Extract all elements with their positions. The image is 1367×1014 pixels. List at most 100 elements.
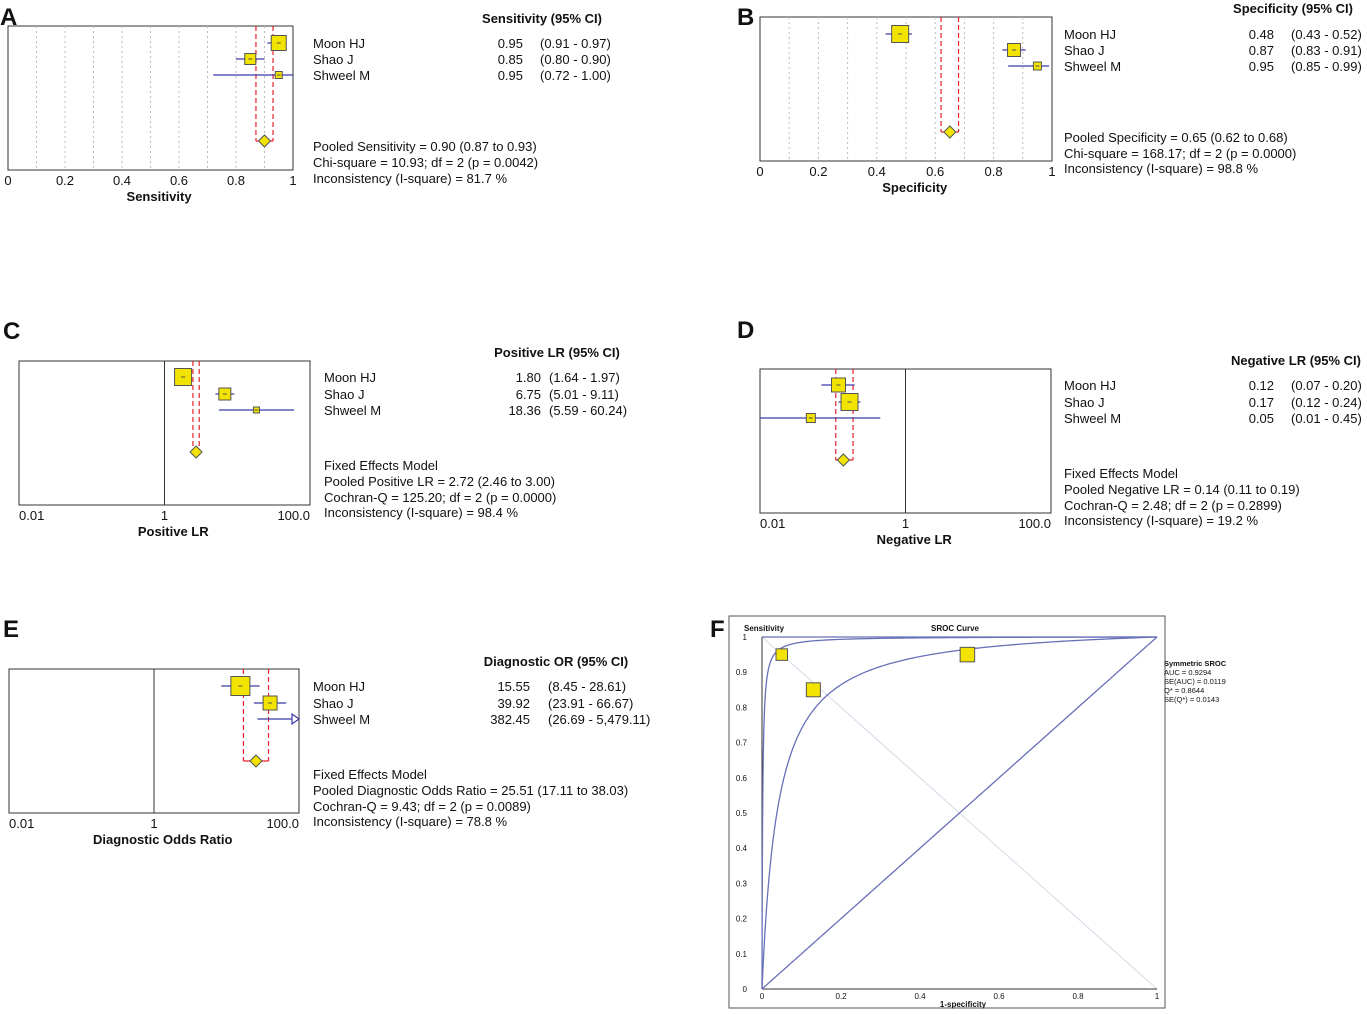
- x-tick-label: 1: [1155, 992, 1160, 1001]
- summary-line: Fixed Effects Model: [1064, 466, 1178, 481]
- study-ci: (0.91 - 0.97): [540, 36, 611, 51]
- study-name: Moon HJ: [324, 370, 376, 385]
- sroc-title: SROC Curve: [931, 624, 980, 633]
- summary-line: Cochran-Q = 2.48; df = 2 (p = 0.2899): [1064, 498, 1282, 513]
- x-tick-label: 1: [902, 516, 909, 531]
- column-header: Sensitivity (95% CI): [482, 11, 602, 26]
- x-tick-label: 1: [161, 508, 168, 523]
- x-tick-label: 0.01: [9, 816, 34, 831]
- study-estimate: 0.48: [1249, 27, 1274, 42]
- sroc-legend-line: Q* = 0.8644: [1164, 686, 1204, 695]
- study-estimate: 15.55: [497, 679, 530, 694]
- x-tick-label: 0.4: [113, 173, 131, 188]
- study-name: Shweel M: [324, 403, 381, 418]
- x-tick-label: 0.2: [809, 164, 827, 179]
- sroc-frame: [728, 615, 1166, 1009]
- x-tick-label: 0.6: [926, 164, 944, 179]
- y-tick-label: 0.2: [736, 915, 748, 924]
- x-tick-label: 0.8: [1072, 992, 1084, 1001]
- forest-plot-a: Moon HJ 0.95 (0.91 - 0.97) Shao J 0.85 (0.80 …: [4, 11, 610, 204]
- pooled-diamond: [189, 445, 203, 459]
- summary-line: Fixed Effects Model: [313, 767, 427, 782]
- x-tick-label: 0.2: [56, 173, 74, 188]
- study-ci: (0.85 - 0.99): [1291, 59, 1362, 74]
- study-ci: (23.91 - 66.67): [548, 696, 633, 711]
- x-tick-label: 0.4: [868, 164, 886, 179]
- column-header: Diagnostic OR (95% CI): [484, 654, 628, 669]
- pooled-diamond: [836, 453, 851, 467]
- study-estimate: 1.80: [516, 370, 541, 385]
- x-tick-label: 0: [4, 173, 11, 188]
- panel-letter-f: F: [710, 616, 725, 643]
- study-name: Moon HJ: [1064, 378, 1116, 393]
- study-name: Shao J: [324, 387, 364, 402]
- study-ci: (0.07 - 0.20): [1291, 378, 1362, 393]
- x-tick-label: 100.0: [266, 816, 299, 831]
- y-tick-label: 0.3: [736, 879, 748, 888]
- summary-line: Pooled Positive LR = 2.72 (2.46 to 3.00): [324, 474, 555, 489]
- study-name: Shweel M: [313, 712, 370, 727]
- study-ci: (5.59 - 60.24): [549, 403, 627, 418]
- summary-line: Inconsistency (I-square) = 81.7 %: [313, 171, 507, 186]
- study-estimate: 382.45: [490, 712, 530, 727]
- summary-line: Inconsistency (I-square) = 19.2 %: [1064, 513, 1258, 528]
- x-tick-label: 0.01: [19, 508, 44, 523]
- study-estimate: 0.87: [1249, 43, 1274, 58]
- summary-line: Pooled Negative LR = 0.14 (0.11 to 0.19): [1064, 482, 1300, 497]
- study-ci: (8.45 - 28.61): [548, 679, 626, 694]
- panel-letter-d: D: [737, 317, 754, 344]
- column-header: Negative LR (95% CI): [1231, 353, 1361, 368]
- forest-plot-d: Moon HJ 0.12 (0.07 - 0.20) Shao J 0.17 (0.12 …: [759, 353, 1362, 547]
- study-name: Shao J: [1064, 43, 1104, 58]
- study-name: Shweel M: [313, 68, 370, 83]
- study-name: Shao J: [313, 52, 353, 67]
- summary-line: Pooled Specificity = 0.65 (0.62 to 0.68): [1064, 130, 1288, 145]
- x-axis-label: 1-specificity: [940, 1000, 987, 1009]
- y-axis-label: Sensitivity: [744, 624, 785, 633]
- x-tick-label: 0.6: [170, 173, 188, 188]
- y-tick-label: 0.6: [736, 774, 748, 783]
- y-tick-label: 0: [743, 985, 748, 994]
- summary-line: Chi-square = 10.93; df = 2 (p = 0.0042): [313, 155, 538, 170]
- study-estimate: 0.95: [1249, 59, 1274, 74]
- summary-line: Inconsistency (I-square) = 78.8 %: [313, 814, 507, 829]
- column-header: Positive LR (95% CI): [494, 345, 620, 360]
- x-axis-label: Positive LR: [138, 524, 209, 539]
- panel-letter-e: E: [3, 616, 19, 643]
- y-tick-label: 0.7: [736, 739, 748, 748]
- study-ci: (1.64 - 1.97): [549, 370, 620, 385]
- x-axis-label: Diagnostic Odds Ratio: [93, 832, 232, 847]
- summary-line: Pooled Diagnostic Odds Ratio = 25.51 (17…: [313, 783, 628, 798]
- panel-letter-a: A: [0, 4, 17, 31]
- study-estimate: 6.75: [516, 387, 541, 402]
- study-estimate: 0.85: [498, 52, 523, 67]
- sroc-legend-line: SE(AUC) = 0.0119: [1164, 677, 1226, 686]
- y-tick-label: 0.1: [736, 950, 748, 959]
- ci-arrow-right: [291, 712, 301, 726]
- sroc-curve: [761, 636, 1158, 990]
- x-tick-label: 0: [756, 164, 763, 179]
- summary-line: Inconsistency (I-square) = 98.4 %: [324, 505, 518, 520]
- study-estimate: 0.05: [1249, 411, 1274, 426]
- forest-plot-c: Moon HJ 1.80 (1.64 - 1.97) Shao J 6.75 (5.01 …: [18, 345, 627, 539]
- study-ci: (0.83 - 0.91): [1291, 43, 1362, 58]
- x-axis-label: Negative LR: [877, 532, 953, 547]
- x-tick-label: 100.0: [277, 508, 310, 523]
- study-ci: (26.69 - 5,479.11): [548, 712, 650, 727]
- sroc-study-point: [805, 682, 821, 698]
- sroc-plot: 0 0.2 0.4 0.6 0.8 1 0 0.1 0.2 0.3 0.4 0.5 0.6 0.7 0.8 0…: [728, 615, 1227, 1009]
- pooled-diamond: [249, 754, 263, 768]
- y-tick-label: 0.8: [736, 703, 748, 712]
- summary-line: Pooled Sensitivity = 0.90 (0.87 to 0.93): [313, 139, 537, 154]
- study-name: Moon HJ: [313, 679, 365, 694]
- study-name: Shao J: [1064, 395, 1104, 410]
- y-tick-label: 0.5: [736, 809, 748, 818]
- x-tick-label: 0.8: [227, 173, 245, 188]
- x-axis-label: Specificity: [882, 180, 948, 195]
- study-estimate: 0.12: [1249, 378, 1274, 393]
- study-name: Moon HJ: [1064, 27, 1116, 42]
- study-ci: (0.12 - 0.24): [1291, 395, 1362, 410]
- study-ci: (0.43 - 0.52): [1291, 27, 1362, 42]
- sroc-study-point: [775, 648, 788, 661]
- summary-line: Cochran-Q = 125.20; df = 2 (p = 0.0000): [324, 490, 556, 505]
